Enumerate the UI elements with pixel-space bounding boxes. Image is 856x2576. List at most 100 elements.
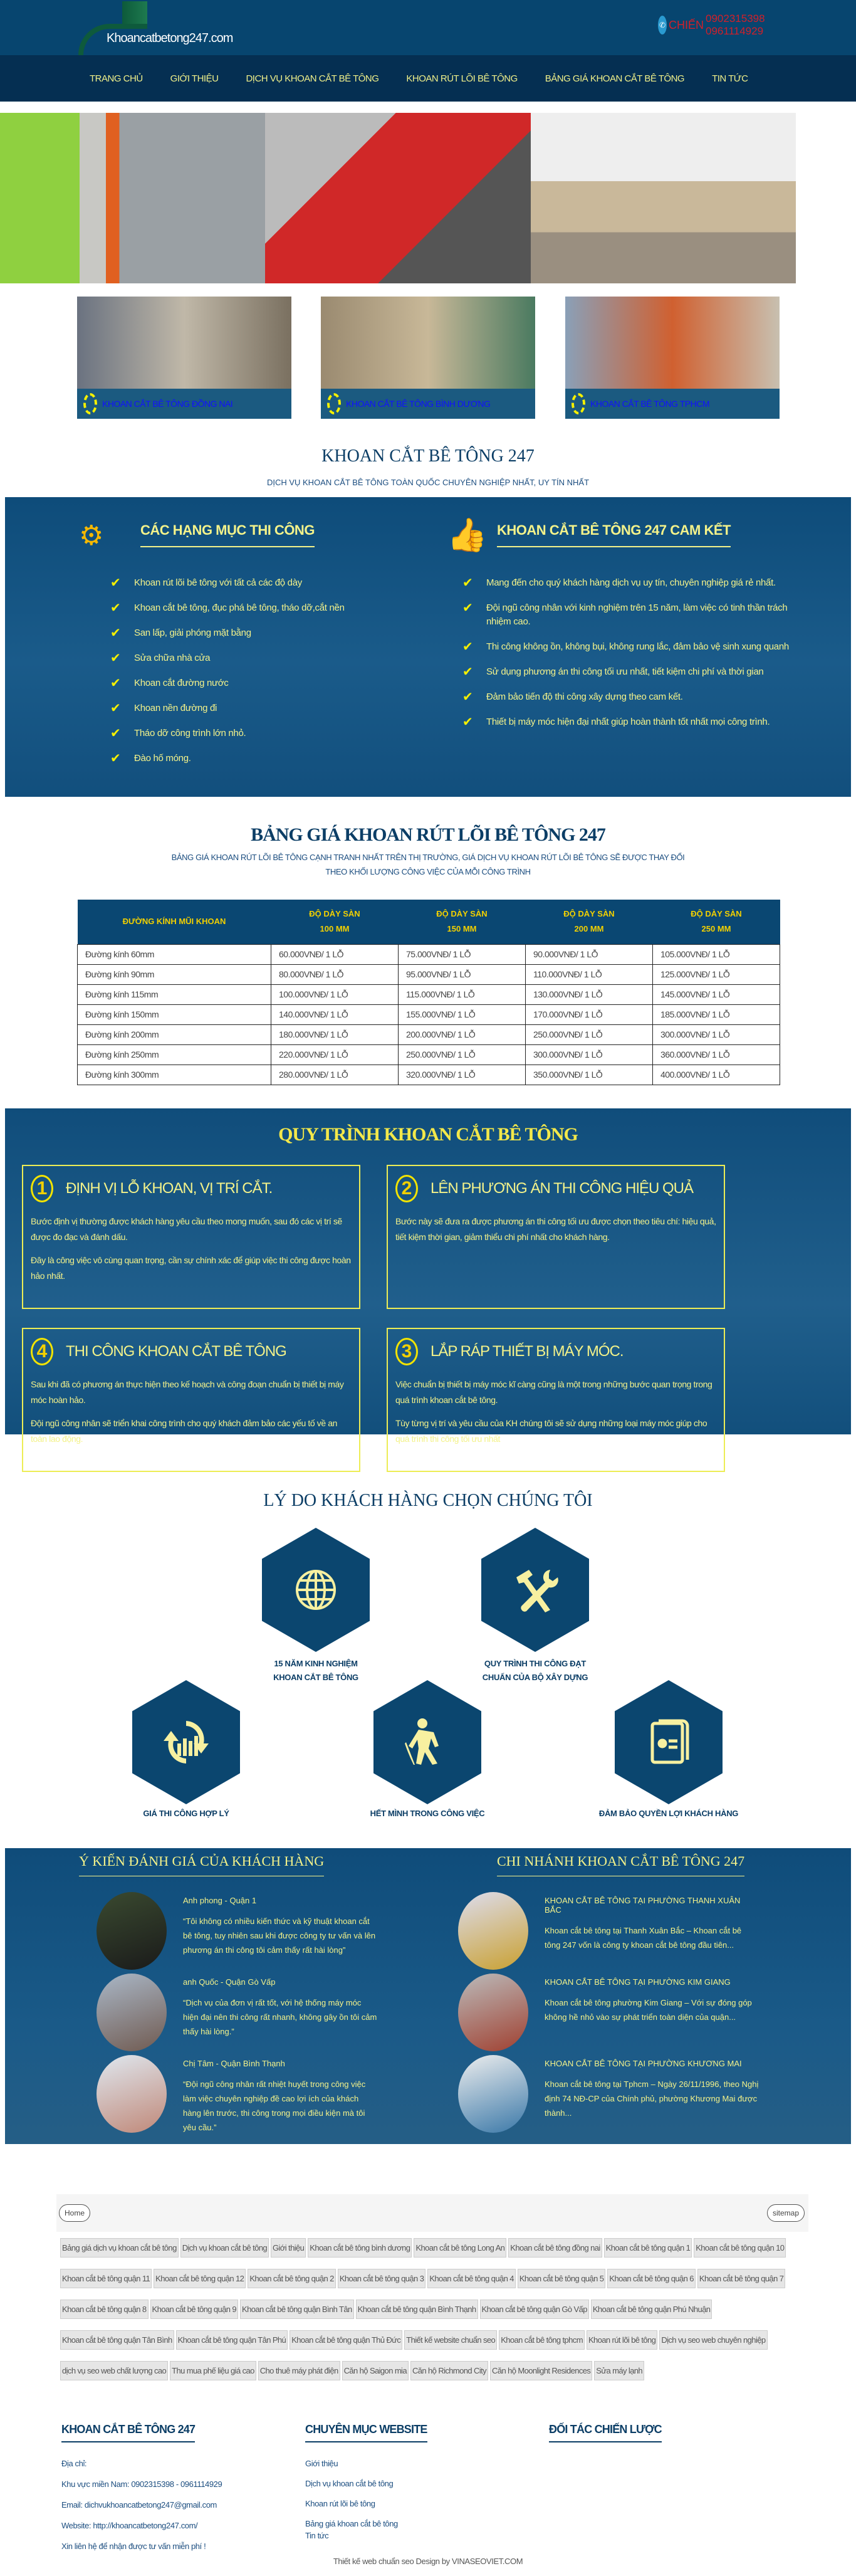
branch-thumbnail[interactable] xyxy=(458,2055,528,2133)
tag-link[interactable]: Căn hộ Richmond City xyxy=(410,2361,489,2380)
nav-services[interactable]: DỊCH VỤ KHOAN CẮT BÊ TÔNG xyxy=(246,73,379,84)
home-button[interactable]: Home xyxy=(59,2204,91,2222)
table-cell: 350.000VNĐ/ 1 LỖ xyxy=(525,1064,653,1085)
tag-link[interactable]: Khoan cắt bê tông quận Phú Nhuận xyxy=(590,2300,712,2319)
column-header: ĐỘ DÀY SÀN 100 MM xyxy=(271,900,399,944)
tag-link[interactable]: Khoan cắt bê tông đồng nai xyxy=(508,2238,602,2258)
tag-link[interactable]: Khoan cắt bê tông quận 5 xyxy=(517,2269,606,2288)
branch-title[interactable]: KHOAN CẮT BÊ TÔNG TẠI PHƯỜNG KIM GIANG xyxy=(545,1977,731,1987)
tag-link[interactable]: Khoan cắt bê tông quận 6 xyxy=(607,2269,696,2288)
table-cell: Đường kính 60mm xyxy=(77,944,271,965)
services-column: ⚙ CÁC HẠNG MỤC THI CÔNG Khoan rút lõi bê… xyxy=(79,520,380,777)
tag-link[interactable]: Khoan cắt bê tông quận 3 xyxy=(337,2269,426,2288)
tag-link[interactable]: Khoan cắt bê tông quận Bình Thạnh xyxy=(355,2300,478,2319)
website[interactable]: Website: http://khoancatbetong247.com/ xyxy=(61,2521,198,2530)
nav-pricing[interactable]: BẢNG GIÁ KHOAN CẮT BÊ TÔNG xyxy=(545,73,685,84)
nav-home[interactable]: TRANG CHỦ xyxy=(90,73,143,84)
nav-about[interactable]: GIỚI THIỆU xyxy=(170,73,219,84)
footer-categories: CHUYÊN MỤC WEBSITE Giới thiệu Dịch vụ kh… xyxy=(305,2423,427,2540)
step-number-icon: 4 xyxy=(31,1338,53,1365)
tag-link[interactable]: Khoan cắt bê tông quận Tân Bình xyxy=(60,2330,174,2350)
tag-link[interactable]: Khoan cắt bê tông tphcm xyxy=(499,2330,585,2350)
footer-link[interactable]: Dịch vụ khoan cắt bê tông xyxy=(305,2479,394,2488)
tag-link[interactable]: Khoan rút lõi bê tông xyxy=(586,2330,658,2350)
branch-post[interactable]: KHOAN CẮT BÊ TÔNG TẠI PHƯỜNG KHƯƠNG MAI K… xyxy=(458,2055,759,2133)
branch-thumbnail[interactable] xyxy=(458,1892,528,1970)
avatar xyxy=(97,1974,167,2051)
reason-label: GIÁ THI CÔNG HỢP LÝ xyxy=(143,1809,229,1818)
tag-link[interactable]: dịch vụ seo web chất lượng cao xyxy=(60,2361,169,2380)
tag-link[interactable]: Khoan cắt bê tông quận 8 xyxy=(60,2300,149,2319)
branch-thumbnail[interactable] xyxy=(458,1974,528,2051)
footer-link[interactable]: Bảng giá khoan cắt bê tông xyxy=(305,2519,398,2528)
reasons-title: LÝ DO KHÁCH HÀNG CHỌN CHÚNG TÔI xyxy=(263,1491,593,1510)
customer-name: anh Quốc - Quận Gò Vấp xyxy=(183,1977,276,1987)
service-item: Đào hố móng. xyxy=(110,752,380,765)
tag-link[interactable]: Căn hộ Moonlight Residences xyxy=(490,2361,593,2380)
card-tphcm[interactable]: KHOAN CẮT BÊ TÔNG TPHCM xyxy=(565,297,780,419)
step-text: Sau khi đã có phương án thực hiện theo k… xyxy=(31,1379,344,1405)
table-cell: Đường kính 115mm xyxy=(77,984,271,1005)
step-title: ĐỊNH VỊ LỖ KHOAN, VỊ TRÍ CẮT. xyxy=(66,1180,273,1197)
tag-link[interactable]: Khoan cắt bê tông quận Tân Phú xyxy=(175,2330,288,2350)
footer-link[interactable]: Giới thiệu xyxy=(305,2459,338,2468)
branch-title[interactable]: KHOAN CẮT BÊ TÔNG TẠI PHƯỜNG KHƯƠNG MAI xyxy=(545,2059,742,2068)
reason-hexagon xyxy=(373,1680,481,1804)
card-dong-nai[interactable]: KHOAN CẮT BÊ TÔNG ĐỒNG NAI xyxy=(77,297,291,419)
branch-title[interactable]: KHOAN CẮT BÊ TÔNG TẠI PHƯỜNG THANH XUÂN … xyxy=(545,1896,741,1915)
branch-post[interactable]: KHOAN CẮT BÊ TÔNG TẠI PHƯỜNG THANH XUÂN … xyxy=(458,1892,759,1970)
tag-link[interactable]: Khoan cắt bê tông quận 11 xyxy=(60,2269,152,2288)
circle-icon xyxy=(327,393,341,414)
tag-link[interactable]: Khoan cắt bê tông quận 1 xyxy=(603,2238,692,2258)
footer-link[interactable]: Khoan rút lõi bê tông xyxy=(305,2499,375,2508)
tag-link[interactable]: Khoan cắt bê tông bình dương xyxy=(308,2238,412,2258)
tag-link[interactable]: Khoan cắt bê tông Long An xyxy=(414,2238,507,2258)
reason-label: HẾT MÌNH TRONG CÔNG VIỆC xyxy=(370,1809,485,1818)
tag-link[interactable]: Dịch vụ seo web chuyên nghiệp xyxy=(659,2330,768,2350)
tag-link[interactable]: Khoan cắt bê tông quận 10 xyxy=(694,2238,786,2258)
pricing-subtitle: BẢNG GIÁ KHOAN RÚT LÕI BÊ TÔNG CẠNH TRAN… xyxy=(171,853,685,862)
commitments-column: 👍 KHOAN CẮT BÊ TÔNG 247 CAM KẾT Mang đến… xyxy=(447,517,798,740)
tag-link[interactable]: Khoan cắt bê tông quận Gò Vấp xyxy=(479,2300,589,2319)
tag-link[interactable]: Cho thuê máy phát điện xyxy=(258,2361,340,2380)
table-row: Đường kính 60mm 60.000VNĐ/ 1 LỖ 75.000VNĐ/… xyxy=(77,944,780,965)
tag-link[interactable]: Giới thiệu xyxy=(271,2238,306,2258)
tag-link[interactable]: Khoan cắt bê tông quận 12 xyxy=(154,2269,246,2288)
tag-link[interactable]: Khoan cắt bê tông quận 2 xyxy=(248,2269,336,2288)
tag-link[interactable]: Bảng giá dịch vụ khoan cắt bê tông xyxy=(60,2238,179,2258)
tag-link[interactable]: Thu mua phế liệu giá cao xyxy=(170,2361,256,2380)
process-step: 1 ĐỊNH VỊ LỖ KHOAN, VỊ TRÍ CẮT. Bước định … xyxy=(22,1165,360,1309)
reason-label: 15 NĂM KINH NGHIỆM KHOAN CẮT BÊ TÔNG xyxy=(273,1659,358,1682)
tag-link[interactable]: Dịch vụ khoan cắt bê tông xyxy=(180,2238,269,2258)
logo[interactable]: Khoancatbetong247.com xyxy=(78,0,241,55)
hotline[interactable]: ✆ CHIẾN 0902315398 0961114929 xyxy=(658,13,765,38)
branch-excerpt: Khoan cắt bê tông tại Tphcm – Ngày 26/11… xyxy=(545,2079,759,2118)
column-header: ĐỘ DÀY SÀN 250 MM xyxy=(652,900,780,944)
tag-link[interactable]: Khoan cắt bê tông quận 4 xyxy=(427,2269,516,2288)
nav-news[interactable]: TIN TỨC xyxy=(712,73,748,84)
table-cell: 90.000VNĐ/ 1 LỖ xyxy=(525,944,653,965)
tag-link[interactable]: Sửa máy lạnh xyxy=(594,2361,645,2380)
email[interactable]: Email: dichvukhoancatbetong247@gmail.com xyxy=(61,2500,217,2510)
step-text: Việc chuẩn bị thiết bị máy móc kĩ càng c… xyxy=(395,1379,712,1405)
card-binh-duong[interactable]: KHOAN CẮT BÊ TÔNG BÌNH DƯƠNG xyxy=(321,297,535,419)
table-cell: 320.000VNĐ/ 1 LỖ xyxy=(398,1064,526,1085)
reason-hexagon xyxy=(262,1528,370,1652)
customer-quote: “Đội ngũ công nhân rất nhiệt huyết trong… xyxy=(183,2079,366,2132)
tag-link[interactable]: Khoan cắt bê tông quận Thủ Đức xyxy=(290,2330,403,2350)
step-title: LÊN PHƯƠNG ÁN THI CÔNG HIỆU QUẢ xyxy=(431,1180,694,1197)
tag-link[interactable]: Khoan cắt bê tông quận 9 xyxy=(150,2300,239,2319)
branch-post[interactable]: KHOAN CẮT BÊ TÔNG TẠI PHƯỜNG KIM GIANG Kh… xyxy=(458,1974,759,2051)
reason-label: ĐẢM BẢO QUYỀN LỢI KHÁCH HÀNG xyxy=(598,1809,739,1818)
footer-link[interactable]: Tin tức xyxy=(305,2531,329,2540)
tag-link[interactable]: Căn hộ Saigon mia xyxy=(342,2361,409,2380)
nav-core-drilling[interactable]: KHOAN RÚT LÕI BÊ TÔNG xyxy=(406,73,518,84)
service-item: Tháo dỡ công trình lớn nhỏ. xyxy=(110,727,380,740)
testimonial: Anh phong - Quận 1 “Tôi không có nhiều ki… xyxy=(97,1892,378,1970)
tag-link[interactable]: Khoan cắt bê tông quận 7 xyxy=(697,2269,786,2288)
tag-link[interactable]: Thiết kế website chuẩn seo xyxy=(404,2330,498,2350)
customer-quote: “Dịch vụ của đơn vị rất tốt, với hệ thốn… xyxy=(183,1998,377,2036)
sitemap-button[interactable]: sitemap xyxy=(766,2204,805,2222)
table-cell: 300.000VNĐ/ 1 LỖ xyxy=(652,1024,780,1045)
tag-link[interactable]: Khoan cắt bê tông quận Bình Tân xyxy=(240,2300,354,2319)
